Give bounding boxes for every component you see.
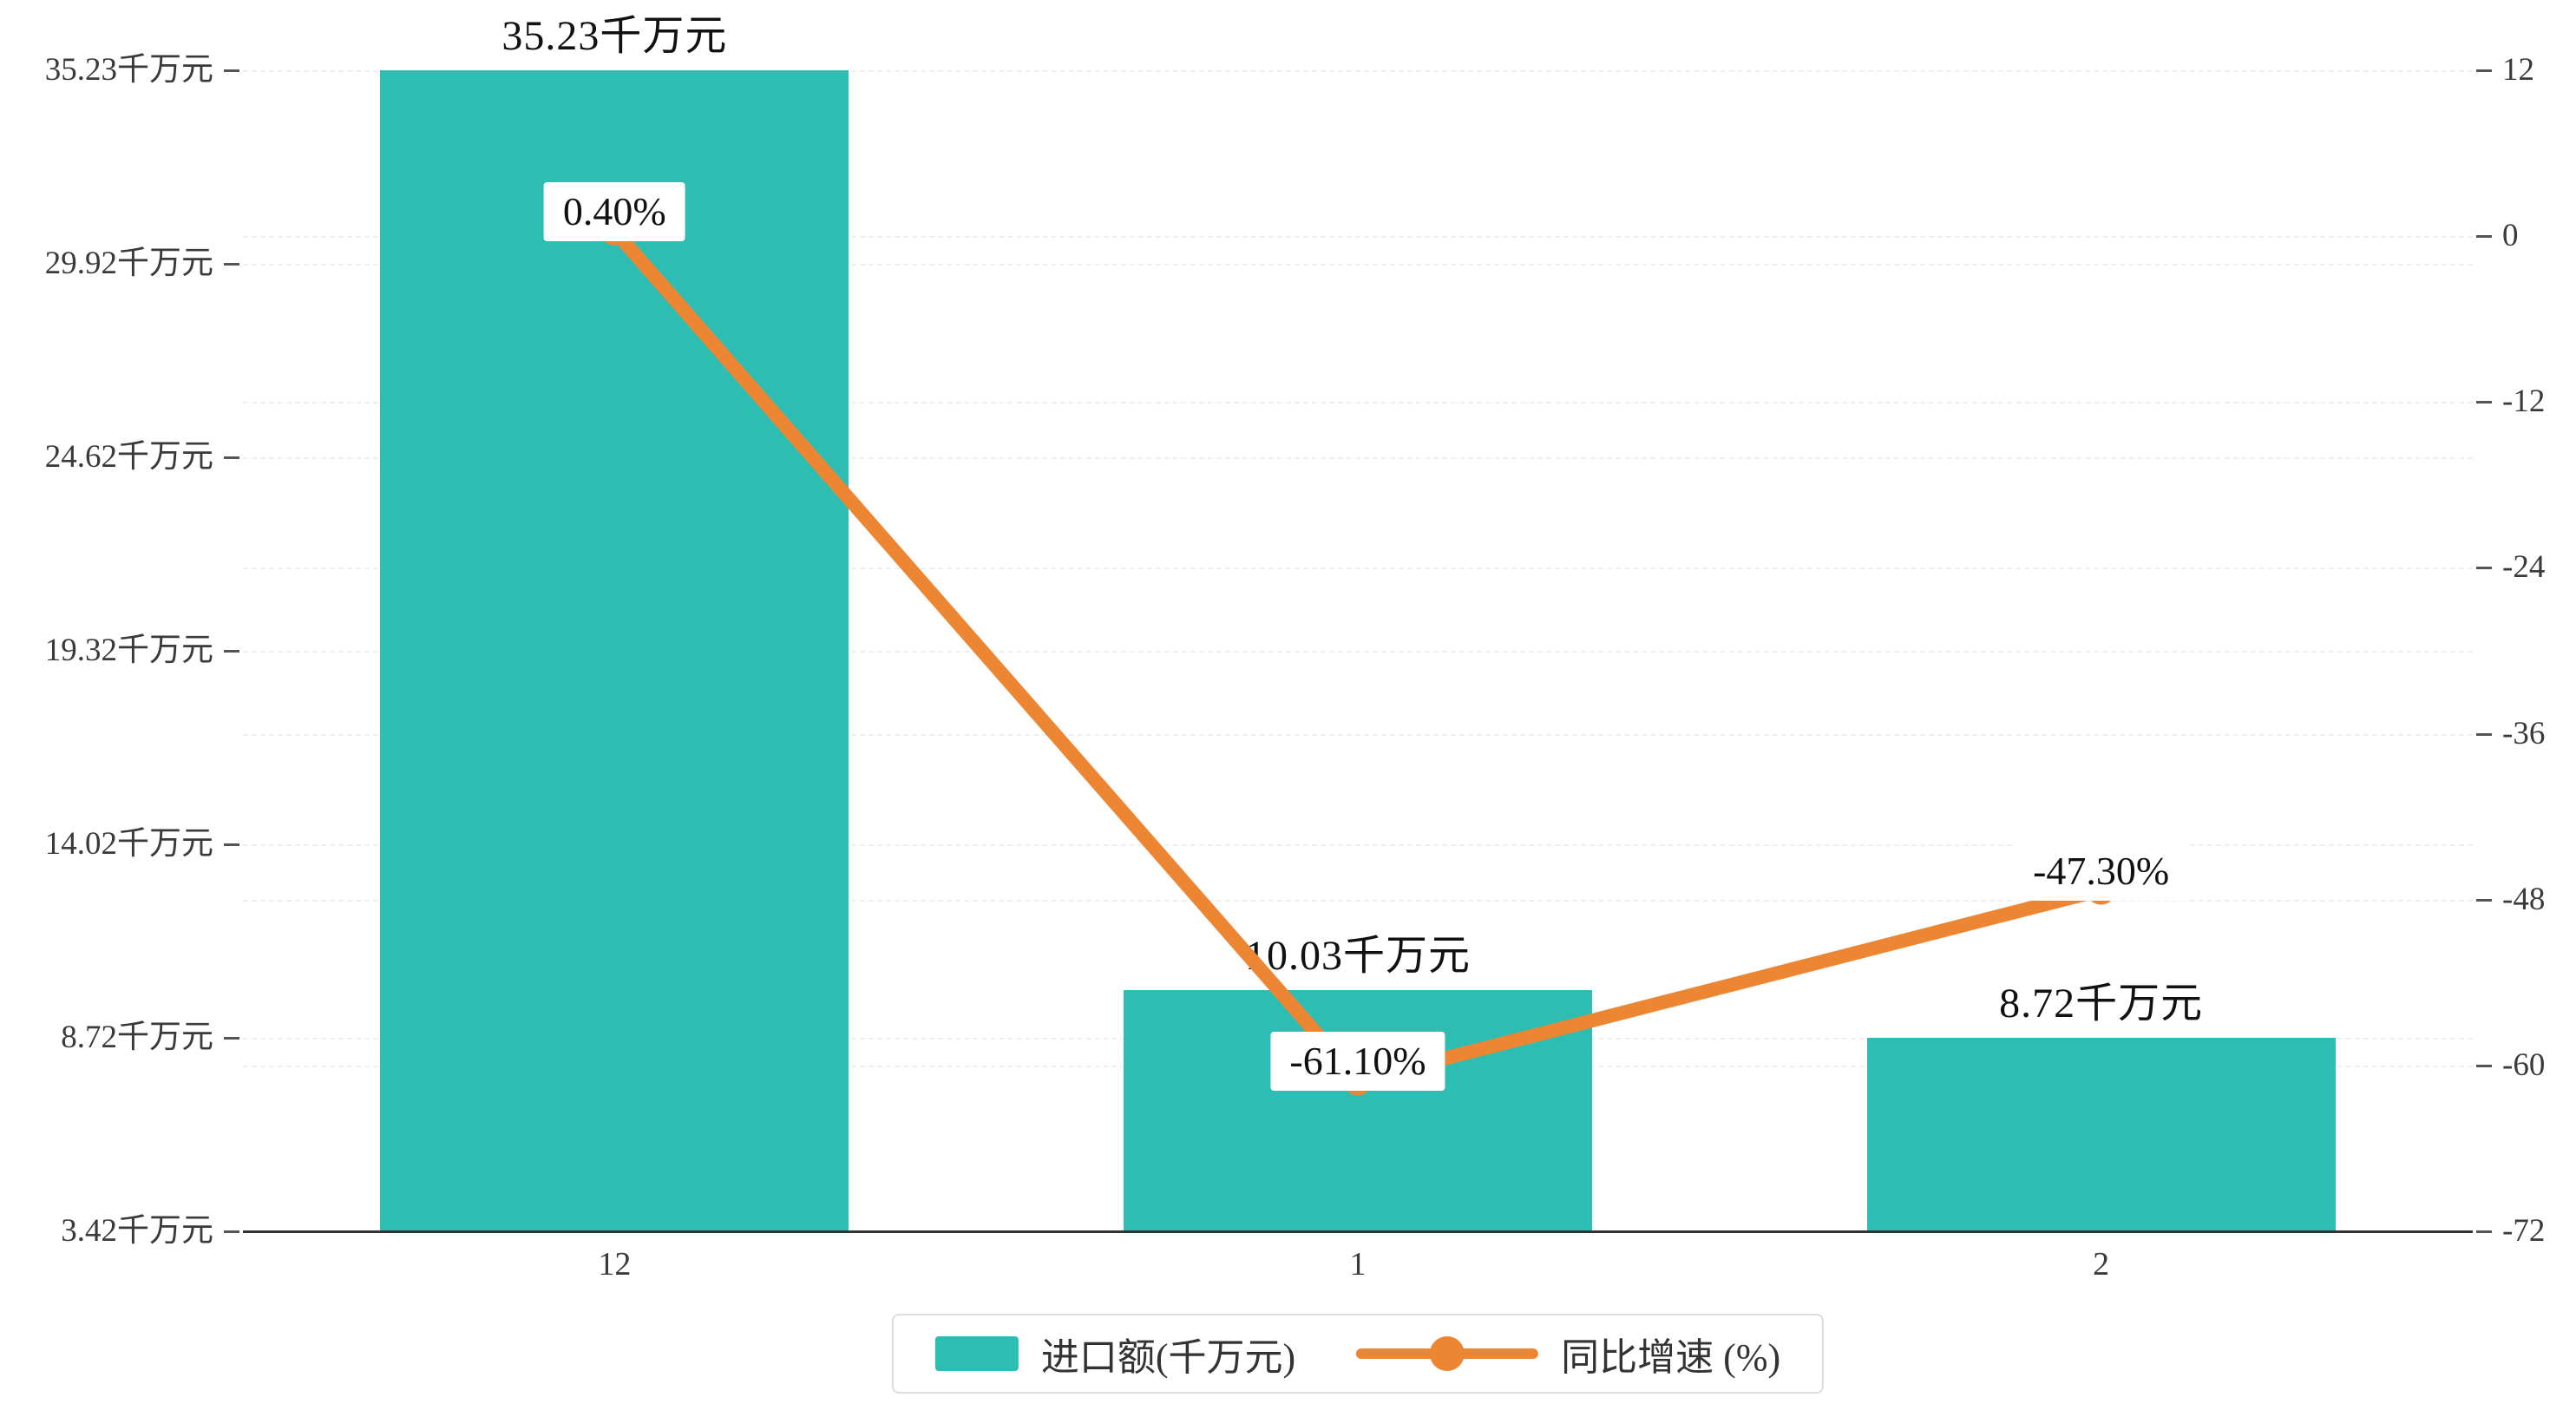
left-axis-tick-mark (224, 456, 239, 460)
right-axis-tick-label: -60 (2502, 1046, 2546, 1083)
right-axis-tick-mark (2476, 732, 2492, 736)
left-axis-tick-mark (224, 650, 239, 653)
gridline (243, 734, 2473, 736)
right-axis-tick-label: -48 (2502, 881, 2546, 917)
gridline (243, 900, 2473, 902)
gridline (243, 402, 2473, 403)
left-axis-tick-label: 3.42千万元 (61, 1213, 213, 1249)
left-axis-tick-label: 19.32千万元 (44, 633, 213, 669)
bar[interactable] (1866, 1038, 2336, 1231)
legend-item-import-amount[interactable]: 进口额(千万元) (934, 1326, 1296, 1381)
line-value-label: 0.40% (543, 181, 685, 241)
x-axis-tick-label: 2 (2093, 1246, 2110, 1283)
right-axis-tick-mark (2476, 69, 2492, 72)
gridline (243, 70, 2473, 72)
left-axis-tick-mark (224, 69, 239, 72)
line-value-label: -47.30% (2014, 841, 2189, 901)
right-axis-tick-mark (2476, 567, 2492, 570)
legend-label-yoy-growth: 同比增速 (%) (1561, 1336, 1781, 1379)
bar-swatch-icon (934, 1336, 1019, 1371)
gridline (243, 457, 2473, 459)
left-axis-tick-label: 8.72千万元 (61, 1020, 213, 1056)
bar-value-label: 35.23千万元 (501, 13, 728, 59)
left-axis-tick-label: 24.62千万元 (44, 439, 213, 476)
bar-value-label: 10.03千万元 (1244, 932, 1472, 979)
right-axis-tick-mark (2476, 898, 2492, 902)
gridline (243, 844, 2473, 846)
line-marker-icon (1356, 1336, 1539, 1371)
right-axis-tick-mark (2476, 235, 2492, 239)
right-axis-tick-mark (2476, 1230, 2492, 1233)
gridline (243, 236, 2473, 238)
left-axis-tick-mark (224, 843, 239, 847)
bar[interactable] (380, 70, 849, 1231)
left-axis-tick-mark (224, 1230, 239, 1233)
right-axis-tick-label: -36 (2502, 715, 2546, 751)
x-axis-tick-label: 1 (1349, 1246, 1367, 1283)
x-axis-line (243, 1230, 2473, 1233)
bar-value-label: 8.72千万元 (1999, 981, 2204, 1027)
right-axis-tick-label: 12 (2502, 52, 2534, 88)
left-axis-tick-label: 35.23千万元 (44, 52, 213, 88)
x-axis-tick-label: 12 (598, 1246, 632, 1283)
gridline (243, 651, 2473, 653)
left-axis-tick-label: 14.02千万元 (44, 826, 213, 863)
legend-label-import-amount: 进口额(千万元) (1040, 1336, 1296, 1379)
right-axis-tick-label: 0 (2502, 218, 2519, 254)
left-axis-tick-mark (224, 263, 239, 266)
gridline (243, 567, 2473, 569)
right-axis-tick-label: -24 (2502, 549, 2546, 586)
gridline (243, 264, 2473, 266)
bar[interactable] (1124, 989, 1592, 1231)
left-axis-tick-label: 29.92千万元 (44, 246, 213, 282)
left-axis-tick-mark (224, 1037, 239, 1040)
right-axis-tick-label: -72 (2502, 1213, 2546, 1249)
right-axis-tick-mark (2476, 1064, 2492, 1067)
legend: 进口额(千万元) 同比增速 (%) (891, 1314, 1825, 1394)
right-axis-tick-mark (2476, 401, 2492, 404)
legend-item-yoy-growth[interactable]: 同比增速 (%) (1356, 1326, 1780, 1381)
line-value-label: -61.10% (1270, 1032, 1445, 1092)
right-axis-tick-label: -12 (2502, 384, 2546, 420)
